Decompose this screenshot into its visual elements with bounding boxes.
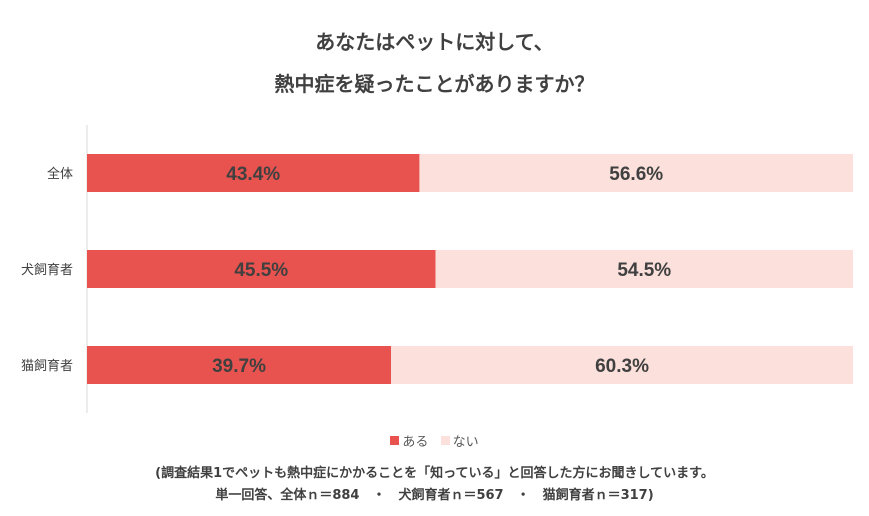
data-label-aru-1: 45.5% bbox=[234, 260, 288, 281]
legend-label-aru: ある bbox=[402, 435, 429, 450]
survey-note-line2: 単一回答、全体ｎ＝884 ・ 犬飼育者ｎ＝567 ・ 猫飼育者ｎ＝317) bbox=[215, 488, 654, 503]
bar-nai-0 bbox=[419, 154, 853, 192]
stacked-bar-chart: 全体 43.4% 56.6% 犬飼育者 45.5% 54.5% 猫飼育者 39.7% 60.3% bbox=[21, 125, 853, 413]
legend-swatch-aru bbox=[390, 436, 400, 445]
category-label-0: 全体 bbox=[47, 166, 73, 182]
chart-title-line2: 熱中症を疑ったことがありますか？ bbox=[274, 72, 595, 96]
legend-item-aru: ある bbox=[390, 431, 428, 450]
bar-nai-2 bbox=[391, 346, 853, 384]
survey-note-line1: (調査結果1でペットも熱中症にかかることを「知っている」と回答した方にお聞きして… bbox=[155, 466, 714, 481]
legend-swatch-nai bbox=[440, 436, 450, 445]
data-label-aru-2: 39.7% bbox=[212, 356, 266, 377]
chart-title-line1: あなたはペットに対して、 bbox=[315, 30, 554, 54]
data-label-nai-2: 60.3% bbox=[595, 356, 649, 377]
data-label-aru-0: 43.4% bbox=[226, 164, 280, 185]
bar-aru-0 bbox=[87, 154, 420, 192]
bar-aru-1 bbox=[87, 250, 436, 288]
legend: ある ない bbox=[0, 431, 869, 450]
bar-aru-2 bbox=[87, 346, 392, 384]
category-label-1: 犬飼育者 bbox=[21, 262, 73, 278]
legend-label-nai: ない bbox=[452, 435, 479, 450]
bar-nai-1 bbox=[435, 250, 853, 288]
data-label-nai-0: 56.6% bbox=[609, 164, 663, 185]
data-label-nai-1: 54.5% bbox=[617, 260, 671, 281]
legend-item-nai: ない bbox=[440, 431, 479, 450]
category-label-2: 猫飼育者 bbox=[21, 358, 73, 374]
